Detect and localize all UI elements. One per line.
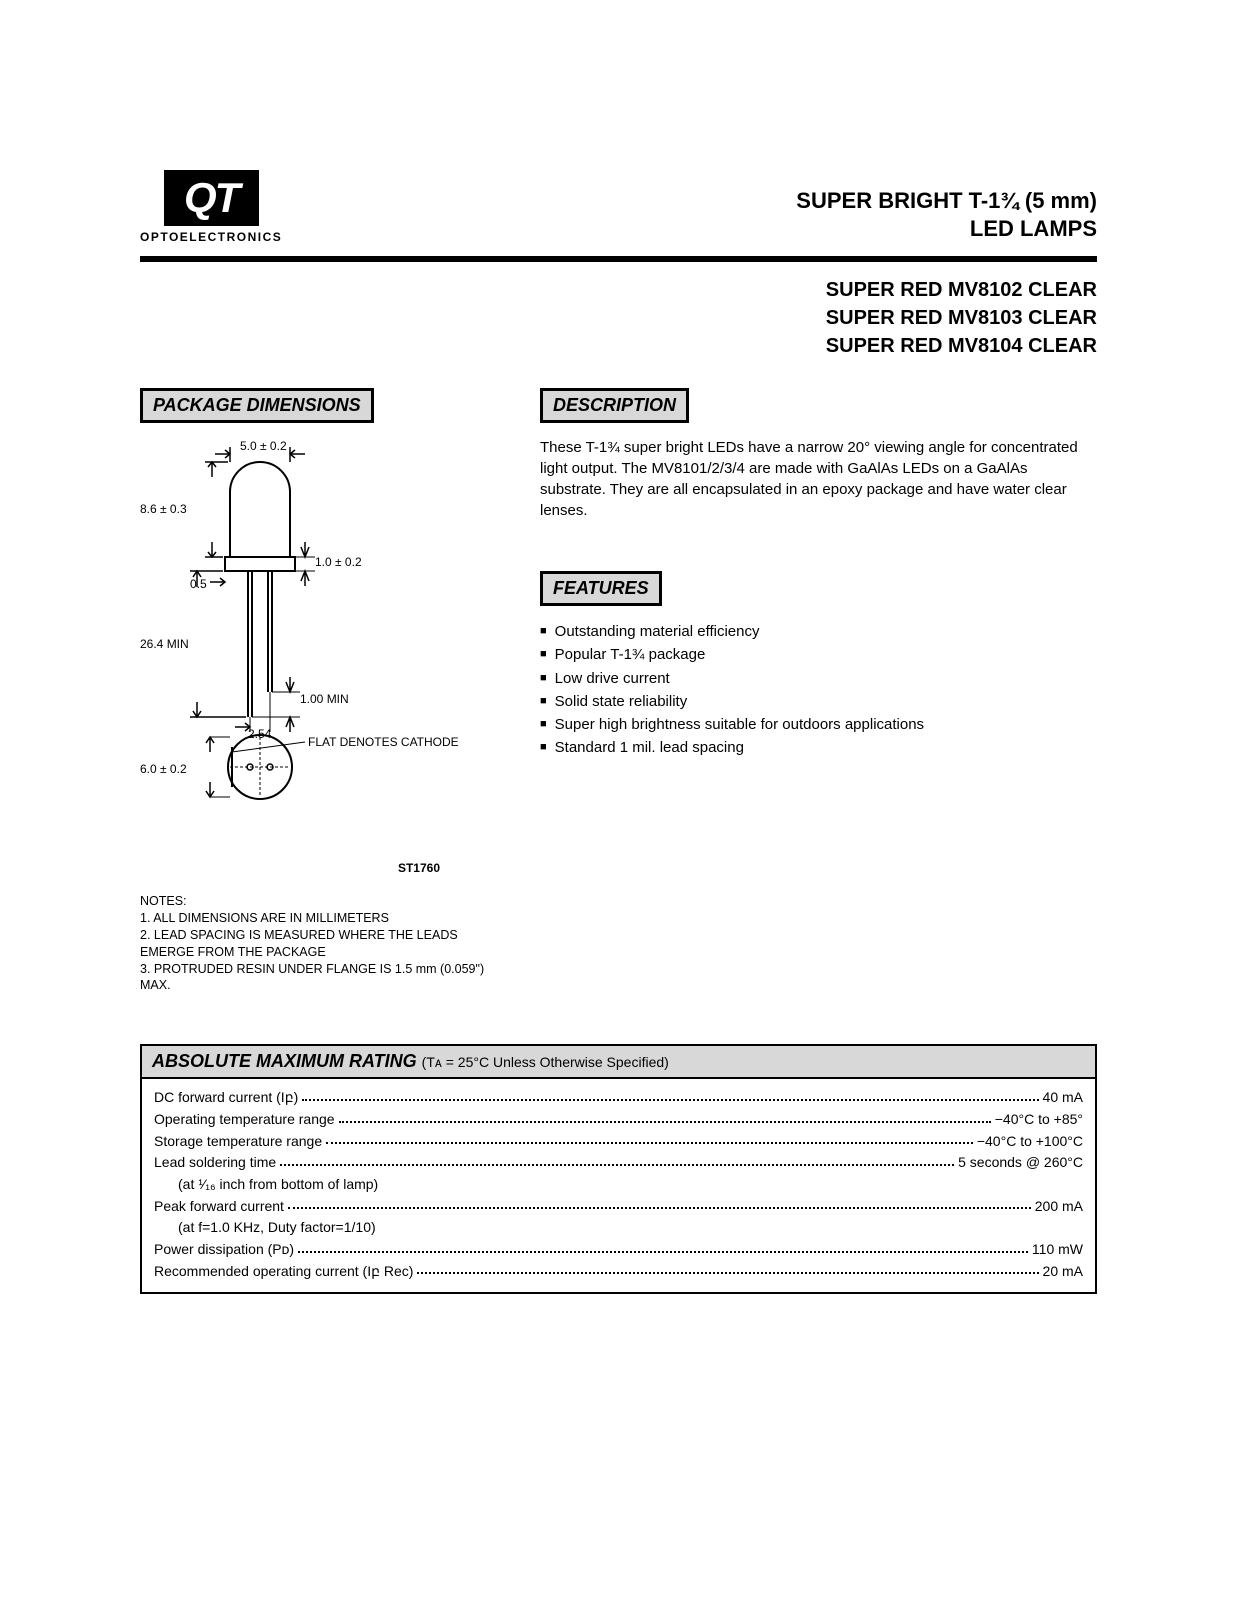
dim-total-length: 26.4 MIN	[140, 637, 189, 651]
rating-row: Lead soldering time5 seconds @ 260°C	[154, 1152, 1083, 1174]
header-rule	[140, 256, 1097, 262]
note-item: 1. ALL DIMENSIONS ARE IN MILLIMETERS	[140, 910, 500, 927]
title-line1: SUPER BRIGHT T-1¾ (5 mm)	[796, 187, 1097, 216]
header-row: QT OPTOELECTRONICS SUPER BRIGHT T-1¾ (5 …	[140, 170, 1097, 244]
note-item: 3. PROTRUDED RESIN UNDER FLANGE IS 1.5 m…	[140, 961, 500, 995]
right-column: DESCRIPTION These T-1¾ super bright LEDs…	[540, 388, 1097, 994]
dim-width: 5.0 ± 0.2	[240, 439, 287, 453]
left-column: PACKAGE DIMENSIONS	[140, 388, 500, 994]
drawing-code: ST1760	[140, 861, 500, 875]
product-line: SUPER RED MV8102 CLEAR	[140, 276, 1097, 304]
two-column-layout: PACKAGE DIMENSIONS	[140, 388, 1097, 994]
dim-base-dia: 6.0 ± 0.2	[140, 762, 187, 776]
ratings-body: DC forward current (Iբ)40 mA Operating t…	[142, 1079, 1095, 1292]
logo-block: QT OPTOELECTRONICS	[140, 170, 282, 244]
feature-item: Standard 1 mil. lead spacing	[540, 736, 1097, 759]
description-text: These T-1¾ super bright LEDs have a narr…	[540, 437, 1097, 521]
ratings-title: ABSOLUTE MAXIMUM RATING	[152, 1051, 417, 1071]
title-line2: LED LAMPS	[796, 215, 1097, 244]
feature-item: Solid state reliability	[540, 690, 1097, 713]
logo-subtitle: OPTOELECTRONICS	[140, 230, 282, 244]
feature-item: Super high brightness suitable for outdo…	[540, 713, 1097, 736]
rating-row: Recommended operating current (Iբ Rec)20…	[154, 1261, 1083, 1283]
feature-item: Low drive current	[540, 667, 1097, 690]
dim-cathode-note: FLAT DENOTES CATHODE	[308, 735, 459, 749]
dim-dome-height: 8.6 ± 0.3	[140, 502, 187, 516]
dim-flange-lip: 0.5	[190, 577, 207, 591]
dim-lead-diff: 1.00 MIN	[300, 692, 349, 706]
product-line: SUPER RED MV8103 CLEAR	[140, 304, 1097, 332]
features-header: FEATURES	[540, 571, 662, 606]
package-dimensions-header: PACKAGE DIMENSIONS	[140, 388, 374, 423]
dim-lead-spacing: 2.54	[248, 727, 271, 741]
datasheet-page: QT OPTOELECTRONICS SUPER BRIGHT T-1¾ (5 …	[0, 0, 1237, 1600]
logo-icon: QT	[164, 170, 259, 226]
ratings-condition: (Tᴀ = 25°C Unless Otherwise Specified)	[422, 1054, 669, 1070]
feature-item: Outstanding material efficiency	[540, 620, 1097, 643]
dim-flange-height: 1.0 ± 0.2	[315, 555, 362, 569]
rating-row: Peak forward current200 mA	[154, 1196, 1083, 1218]
led-outline-icon	[190, 447, 390, 807]
ratings-header: ABSOLUTE MAXIMUM RATING (Tᴀ = 25°C Unles…	[142, 1046, 1095, 1079]
page-title: SUPER BRIGHT T-1¾ (5 mm) LED LAMPS	[796, 187, 1097, 244]
feature-item: Popular T-1¾ package	[540, 643, 1097, 666]
features-list: Outstanding material efficiency Popular …	[540, 620, 1097, 760]
notes-title: NOTES:	[140, 893, 500, 910]
description-header: DESCRIPTION	[540, 388, 689, 423]
note-item: 2. LEAD SPACING IS MEASURED WHERE THE LE…	[140, 927, 500, 961]
ratings-box: ABSOLUTE MAXIMUM RATING (Tᴀ = 25°C Unles…	[140, 1044, 1097, 1294]
product-line: SUPER RED MV8104 CLEAR	[140, 332, 1097, 360]
package-diagram: 5.0 ± 0.2 8.6 ± 0.3 1.0 ± 0.2 0.5 26.4 M…	[140, 437, 480, 857]
notes-block: NOTES: 1. ALL DIMENSIONS ARE IN MILLIMET…	[140, 893, 500, 994]
product-list: SUPER RED MV8102 CLEAR SUPER RED MV8103 …	[140, 276, 1097, 360]
